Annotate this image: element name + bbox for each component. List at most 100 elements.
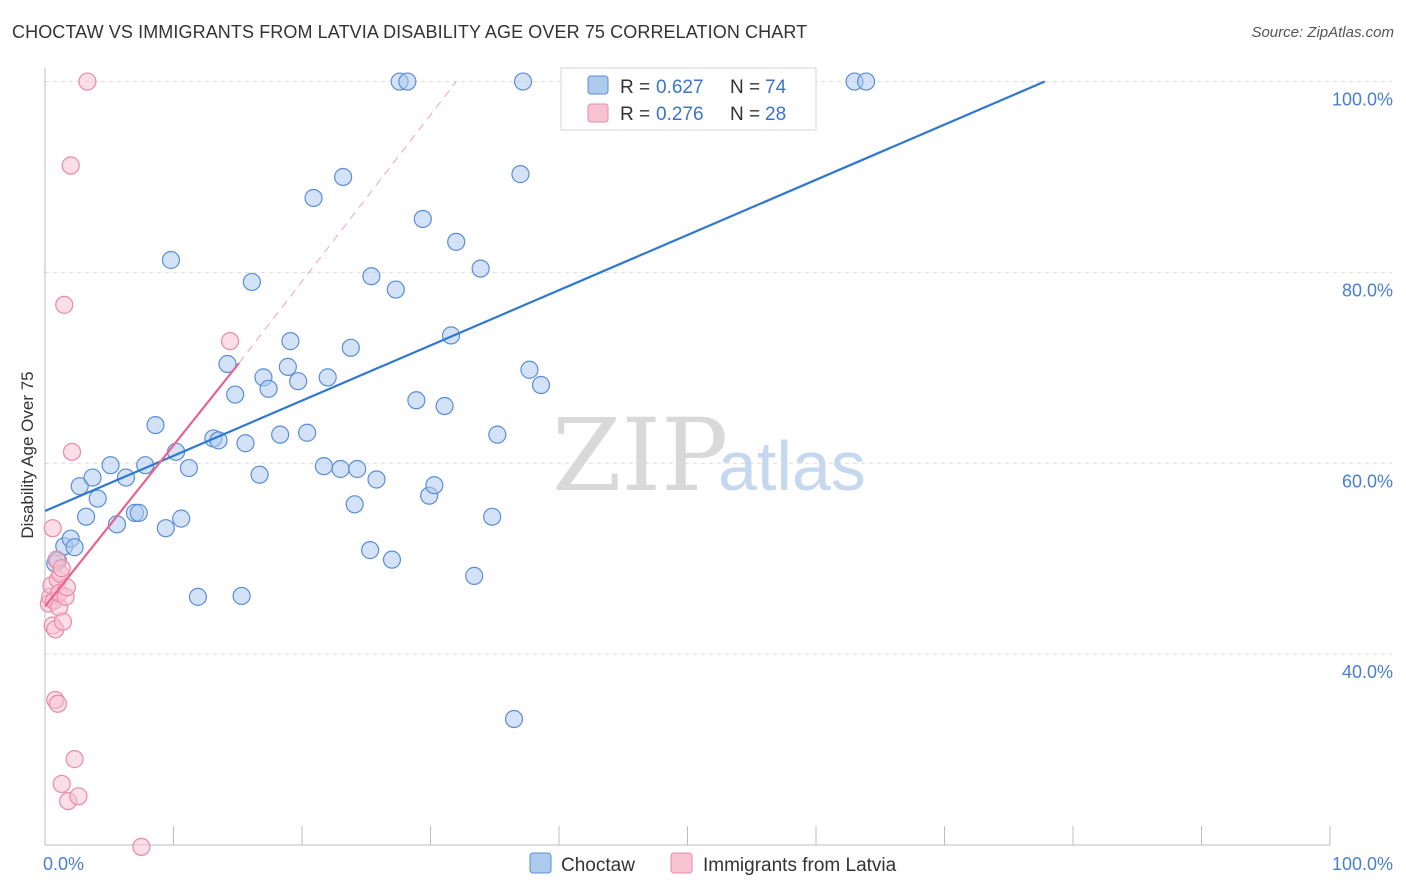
- latvia-point: [65, 750, 84, 769]
- y-tick-label: 40.0%: [1342, 662, 1393, 682]
- choctaw-point: [520, 360, 539, 379]
- choctaw-point: [382, 550, 402, 569]
- choctaw-point: [289, 372, 308, 391]
- choctaw-point: [77, 507, 96, 526]
- stats-n-label-choctaw: N =: [730, 77, 760, 98]
- latvia-point: [48, 694, 67, 713]
- choctaw-point: [348, 459, 367, 479]
- latvia-trend-line: [44, 362, 240, 608]
- stats-n-value-choctaw: 74: [765, 77, 787, 98]
- chart-title: CHOCTAW VS IMMIGRANTS FROM LATVIA DISABI…: [12, 22, 808, 42]
- choctaw-point: [386, 280, 405, 299]
- choctaw-point: [218, 354, 237, 374]
- stats-n-value-latvia: 28: [765, 104, 786, 125]
- choctaw-point: [345, 495, 364, 514]
- choctaw-point: [398, 72, 417, 91]
- choctaw-point: [281, 332, 300, 351]
- y-tick-label: 80.0%: [1342, 280, 1393, 300]
- choctaw-point: [314, 457, 333, 476]
- choctaw-point: [504, 709, 524, 729]
- choctaw-point: [232, 586, 251, 606]
- choctaw-point: [172, 509, 191, 528]
- stats-n-label-latvia: N =: [730, 104, 760, 125]
- latvia-point: [220, 332, 240, 351]
- choctaw-point: [361, 541, 380, 560]
- latvia-point: [69, 787, 88, 806]
- y-tick-label: 60.0%: [1342, 471, 1393, 491]
- legend-swatch-choctaw: [529, 852, 552, 874]
- axes: 100.0% 80.0% 60.0% 40.0% 0.0% 100.0%: [43, 68, 1393, 874]
- choctaw-point: [242, 272, 261, 292]
- choctaw-point: [362, 267, 381, 286]
- source-credit: Source: ZipAtlas.com: [1251, 24, 1394, 41]
- choctaw-point: [511, 165, 530, 184]
- legend-swatch-latvia: [670, 852, 693, 874]
- trend-lines: [44, 80, 1046, 608]
- legend-label-latvia: Immigrants from Latvia: [703, 855, 897, 876]
- choctaw-point: [156, 519, 175, 538]
- choctaw-point: [447, 232, 466, 251]
- choctaw-point: [471, 259, 490, 278]
- choctaw-point: [367, 470, 386, 489]
- latvia-point: [78, 72, 97, 91]
- choctaw-point: [413, 209, 432, 229]
- choctaw-point: [88, 489, 107, 508]
- latvia-point: [53, 612, 73, 631]
- latvia-point: [62, 442, 82, 461]
- latvia-point: [132, 837, 151, 857]
- choctaw-point: [278, 357, 297, 376]
- choctaw-point: [334, 167, 353, 187]
- series-legend: Choctaw Immigrants from Latvia: [529, 852, 897, 876]
- choctaw-point: [488, 425, 507, 444]
- choctaw-point: [318, 368, 337, 387]
- choctaw-point: [146, 415, 165, 435]
- choctaw-point: [259, 379, 278, 398]
- stats-legend: R = 0.627 N = 74 R = 0.276 N = 28: [560, 67, 817, 131]
- watermark: ZIP atlas: [552, 397, 866, 514]
- latvia-point: [61, 156, 80, 175]
- choctaw-point: [331, 459, 350, 479]
- stats-r-label-choctaw: R =: [620, 77, 650, 98]
- choctaw-point: [435, 396, 454, 416]
- choctaw-point: [465, 566, 484, 585]
- choctaw-point: [236, 434, 255, 453]
- stats-legend-swatch-latvia: [587, 103, 609, 123]
- watermark-zip: ZIP: [552, 397, 728, 514]
- choctaw-point: [407, 391, 426, 410]
- choctaw-point: [513, 72, 533, 91]
- choctaw-point: [298, 423, 317, 442]
- latvia-trend-line-extension: [238, 81, 457, 364]
- choctaw-trend-line: [44, 80, 1046, 512]
- latvia-point: [52, 559, 71, 578]
- latvia-point: [52, 774, 71, 794]
- stats-r-value-choctaw: 0.627: [656, 77, 704, 98]
- stats-legend-swatch-choctaw: [587, 75, 609, 95]
- x-tick-label: 0.0%: [43, 854, 84, 874]
- choctaw-point: [65, 538, 84, 557]
- choctaw-point: [129, 503, 148, 522]
- y-tick-label: 100.0%: [1332, 90, 1393, 110]
- y-axis-title: Disability Age Over 75: [18, 371, 37, 538]
- choctaw-point: [341, 338, 360, 357]
- choctaw-point: [188, 587, 208, 606]
- choctaw-point: [226, 385, 245, 404]
- legend-label-choctaw: Choctaw: [561, 855, 635, 876]
- stats-r-value-latvia: 0.276: [656, 104, 704, 125]
- watermark-atlas: atlas: [718, 427, 866, 505]
- choctaw-point: [179, 458, 199, 478]
- latvia-point: [55, 295, 74, 314]
- latvia-point: [43, 519, 62, 538]
- choctaw-point: [70, 477, 89, 496]
- choctaw-point: [857, 72, 876, 91]
- choctaw-point: [101, 456, 120, 475]
- choctaw-point: [531, 375, 551, 395]
- choctaw-point: [161, 250, 181, 270]
- choctaw-point: [83, 468, 102, 487]
- stats-r-label-latvia: R =: [620, 104, 650, 125]
- choctaw-point: [425, 476, 444, 495]
- gridlines: [45, 81, 1392, 655]
- x-tick-label: 100.0%: [1332, 854, 1393, 874]
- choctaw-point: [250, 465, 269, 484]
- choctaw-point: [304, 188, 323, 208]
